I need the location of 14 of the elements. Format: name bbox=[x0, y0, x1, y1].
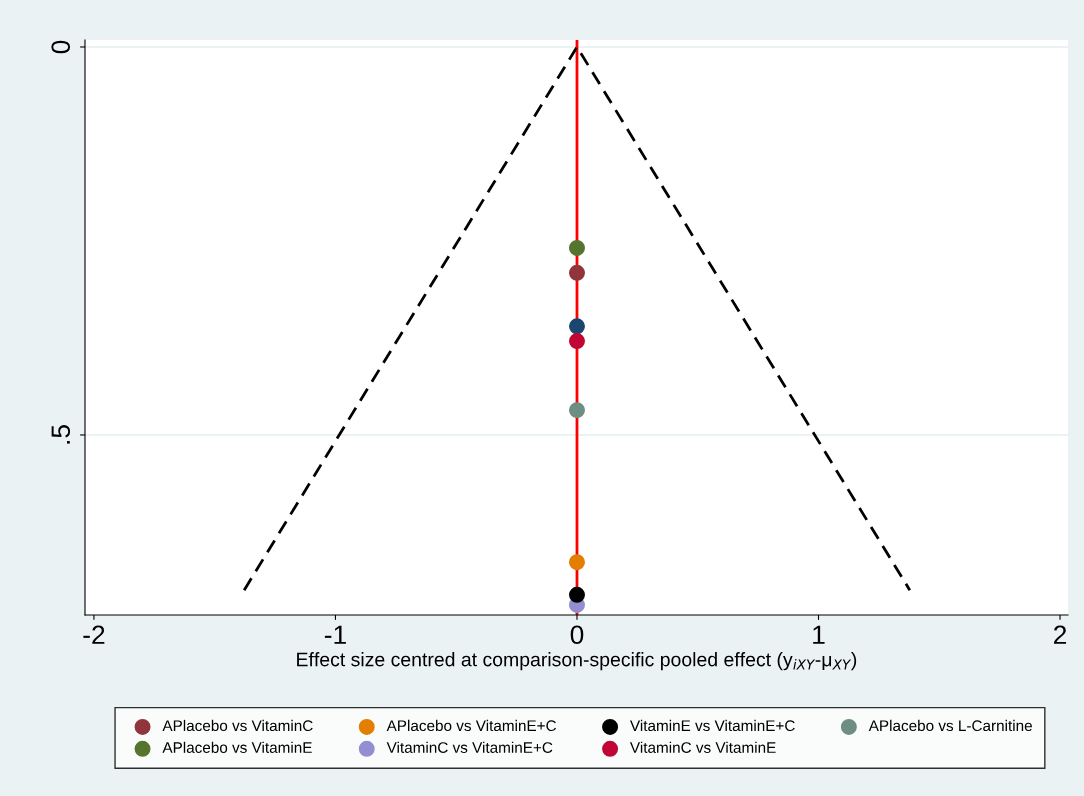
x-tick-label: -1 bbox=[324, 625, 346, 644]
legend-label: VitaminC vs VitaminE+C bbox=[386, 741, 553, 753]
y-tick-label: .5 bbox=[51, 425, 71, 444]
x-tick-label: 2 bbox=[1054, 625, 1067, 644]
legend-label: APlacebo vs VitaminE+C bbox=[386, 719, 557, 732]
legend-label: APlacebo vs VitaminC bbox=[162, 719, 313, 732]
legend-label: VitaminE vs VitaminE+C bbox=[630, 719, 795, 732]
legend-label: VitaminC vs VitaminE bbox=[630, 741, 776, 753]
x-tick-label: 0 bbox=[570, 625, 584, 645]
legend-label: APlacebo vs VitaminE bbox=[162, 741, 312, 753]
legend-label: APlacebo vs L-Carnitine bbox=[868, 719, 1032, 732]
x-tick-label: -2 bbox=[83, 625, 105, 644]
x-tick-label: 1 bbox=[813, 625, 825, 644]
x-axis-title: Effect size centred at comparison-specific pooled effect (y$_{iXY}$-μ$_{XY}$) bbox=[297, 652, 857, 671]
